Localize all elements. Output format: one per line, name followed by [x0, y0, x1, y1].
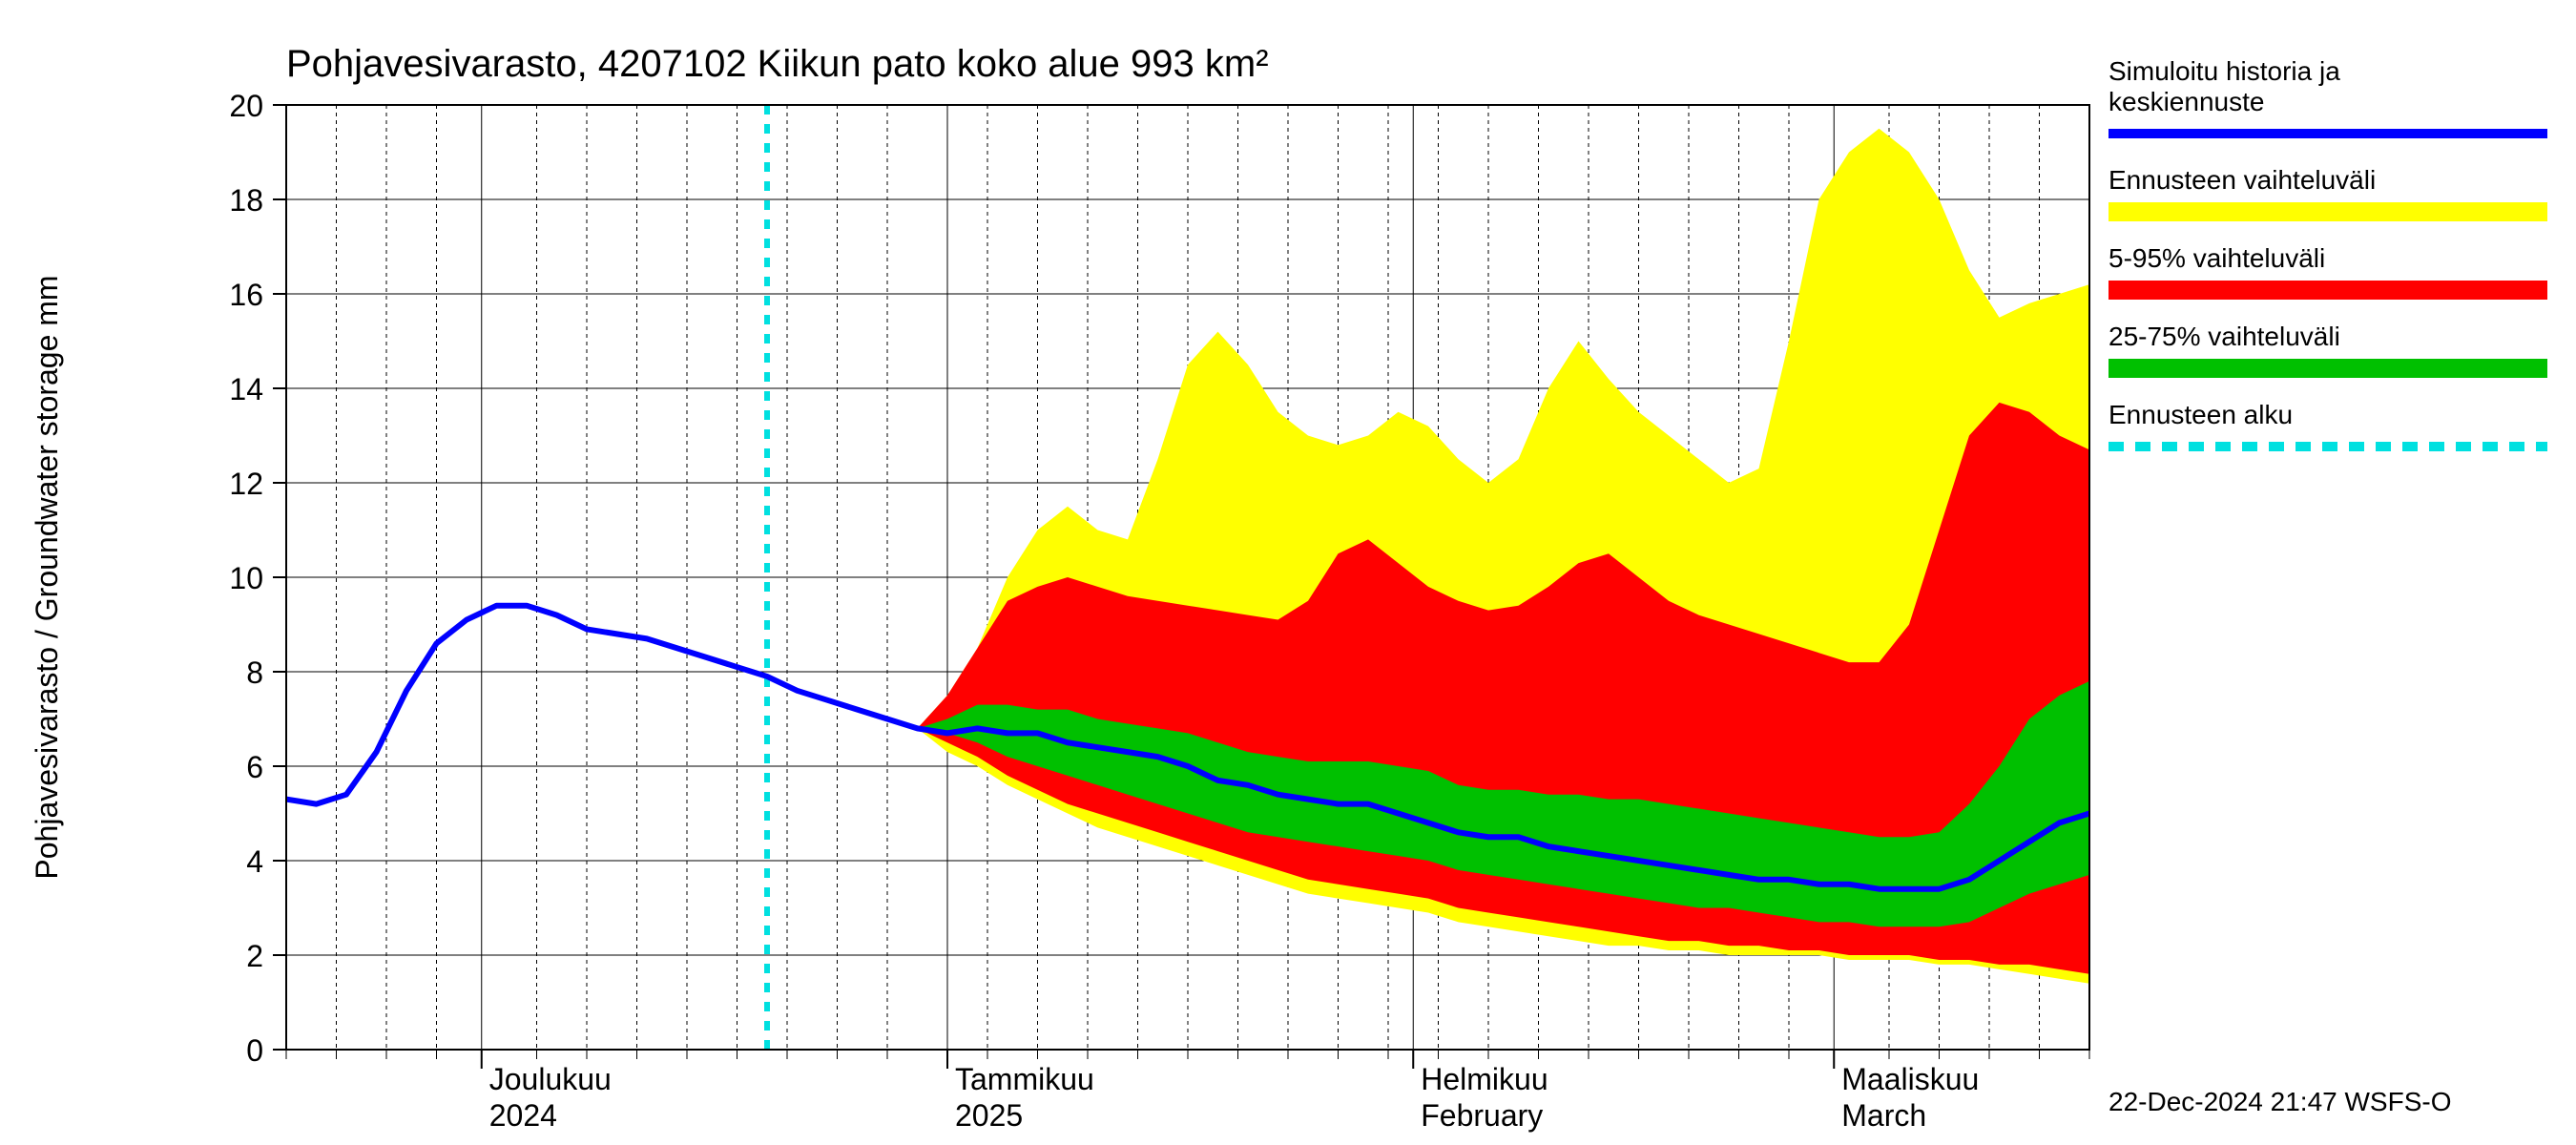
forecast-chart-svg: 0 2 4 6 8 10 12 14 16 18 20 Joulukuu2024 Tammikuu202…	[0, 0, 2576, 1145]
svg-text:14: 14	[229, 372, 263, 406]
svg-text:20: 20	[229, 89, 263, 123]
svg-text:0: 0	[246, 1033, 263, 1068]
svg-text:keskiennuste: keskiennuste	[2109, 87, 2264, 116]
svg-text:Ennusteen alku: Ennusteen alku	[2109, 400, 2293, 429]
svg-text:8: 8	[246, 656, 263, 690]
svg-text:12: 12	[229, 467, 263, 501]
svg-text:2: 2	[246, 939, 263, 973]
svg-text:6: 6	[246, 750, 263, 784]
chart-title: Pohjavesivarasto, 4207102 Kiikun pato ko…	[286, 43, 1269, 85]
y-axis-label: Pohjavesivarasto / Groundwater storage m…	[30, 275, 64, 879]
svg-text:Ennusteen vaihteluväli: Ennusteen vaihteluväli	[2109, 165, 2376, 195]
chart-footer-timestamp: 22-Dec-2024 21:47 WSFS-O	[2109, 1087, 2452, 1116]
svg-text:February: February	[1421, 1098, 1543, 1133]
svg-text:16: 16	[229, 278, 263, 312]
svg-text:Tammikuu: Tammikuu	[955, 1062, 1094, 1096]
svg-text:March: March	[1841, 1098, 1926, 1133]
svg-text:Simuloitu historia ja: Simuloitu historia ja	[2109, 56, 2340, 86]
svg-text:10: 10	[229, 561, 263, 595]
svg-text:Joulukuu: Joulukuu	[489, 1062, 612, 1096]
svg-text:2025: 2025	[955, 1098, 1023, 1133]
svg-text:25-75% vaihteluväli: 25-75% vaihteluväli	[2109, 322, 2340, 351]
chart-container: 0 2 4 6 8 10 12 14 16 18 20 Joulukuu2024 Tammikuu202…	[0, 0, 2576, 1145]
svg-text:2024: 2024	[489, 1098, 557, 1133]
svg-text:Maaliskuu: Maaliskuu	[1841, 1062, 1979, 1096]
svg-text:18: 18	[229, 183, 263, 218]
svg-text:Helmikuu: Helmikuu	[1421, 1062, 1548, 1096]
svg-text:5-95% vaihteluväli: 5-95% vaihteluväli	[2109, 243, 2325, 273]
svg-text:4: 4	[246, 844, 263, 879]
